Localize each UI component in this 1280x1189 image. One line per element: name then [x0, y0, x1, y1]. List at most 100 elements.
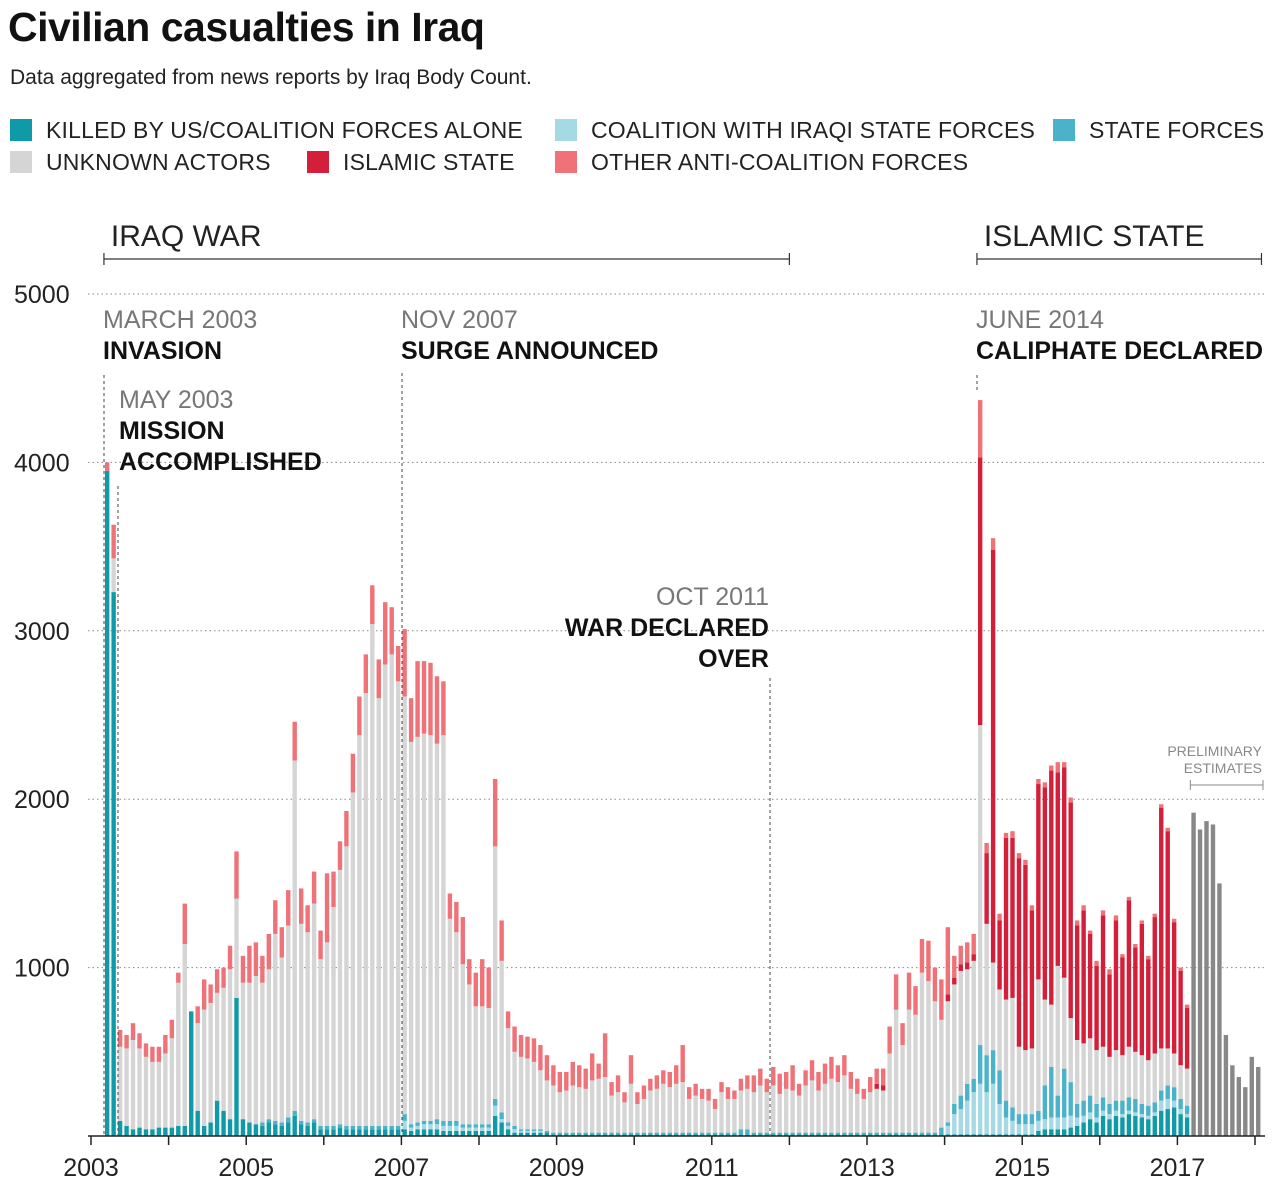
bar-segment-us-coalition — [182, 1125, 187, 1136]
bar-segment-coalition-state — [1049, 1117, 1054, 1130]
bar-stack — [176, 972, 181, 1136]
bar-segment-unknown — [1010, 997, 1015, 1108]
bar-segment-islamic-state — [1159, 807, 1164, 1049]
bar-stack — [408, 698, 414, 1136]
bar-segment-us-coalition — [266, 1122, 272, 1136]
legend-item-state-forces: STATE FORCES — [1053, 116, 1264, 144]
bar-segment-us-coalition — [796, 1134, 802, 1136]
bar-segment-other-anti — [331, 871, 336, 907]
bar-segment-coalition-state — [945, 1125, 951, 1135]
bar-segment-us-coalition — [538, 1132, 543, 1136]
bar-segment-other-anti — [156, 1046, 162, 1062]
period-brackets: IRAQ WAR ISLAMIC STATE — [103, 220, 1263, 265]
bar-segment-state — [1100, 1097, 1106, 1111]
bar-segment-coalition-state — [1016, 1124, 1022, 1135]
bar-segment-state — [997, 1070, 1002, 1104]
bar-segment-other-anti — [699, 1088, 705, 1099]
bar-segment-state — [512, 1125, 517, 1130]
bar-segment-us-coalition — [738, 1134, 744, 1136]
bar-segment-state — [725, 1132, 731, 1135]
bar-segment-state — [531, 1129, 537, 1131]
bar-segment-other-anti — [324, 873, 330, 943]
bar-segment-us-coalition — [990, 1134, 996, 1136]
y-tick-label: 4000 — [14, 449, 70, 477]
annotation-date: OCT 2011 — [656, 583, 769, 611]
bar-segment-state — [551, 1132, 556, 1135]
bar-segment-other-anti — [661, 1070, 666, 1084]
bar-segment-unknown — [822, 1083, 828, 1133]
bar-segment-unknown — [292, 760, 297, 1111]
bar-segment-us-coalition — [344, 1129, 349, 1136]
bar-segment-other-anti — [842, 1055, 847, 1076]
bar-segment-state — [893, 1132, 899, 1135]
bar-stack — [286, 890, 291, 1136]
y-tick-label: 5000 — [14, 281, 70, 309]
bar-segment-coalition-state — [473, 1127, 478, 1131]
bar-segment-state — [816, 1132, 821, 1135]
bar-stack — [318, 930, 323, 1136]
bar-stack — [395, 645, 401, 1136]
bar-segment-us-coalition — [421, 1129, 427, 1136]
bar-segment-unknown — [848, 1088, 854, 1133]
x-tick-label: 2017 — [1150, 1154, 1206, 1182]
bar-segment-islamic-state — [1184, 1008, 1190, 1069]
bar-segment-unknown — [111, 558, 116, 593]
bar-segment-other-anti — [764, 1078, 769, 1093]
bar-segment-islamic-state — [997, 920, 1002, 990]
bar-stack — [260, 955, 265, 1136]
bar-segment-islamic-state — [984, 853, 989, 924]
annotation-date: MARCH 2003 — [103, 306, 257, 334]
bar-segment-islamic-state — [1126, 900, 1132, 1047]
bar-segment-us-coalition — [473, 1130, 478, 1136]
bar-segment-state — [674, 1132, 679, 1135]
bar-stack — [311, 871, 317, 1136]
bar-segment-other-anti — [667, 1072, 672, 1088]
bar-segment-state — [363, 1125, 369, 1130]
bar-segment-us-coalition — [376, 1129, 381, 1136]
bar-segment-other-anti — [751, 1075, 757, 1093]
bar-segment-state — [984, 1055, 989, 1093]
bar-segment-unknown — [835, 1082, 841, 1133]
bar-segment-unknown — [984, 923, 989, 1056]
bar-segment-us-coalition — [176, 1125, 181, 1136]
bar-segment-us-coalition — [1042, 1129, 1048, 1136]
bar-segment-other-anti — [124, 1034, 129, 1049]
bar-segment-other-anti — [337, 841, 343, 870]
bar-stack — [570, 1061, 575, 1136]
bar-segment-other-anti — [143, 1043, 149, 1057]
bar-segment-other-anti — [803, 1070, 808, 1086]
bar-segment-other-anti — [1178, 967, 1183, 971]
bar-segment-coalition-state — [1010, 1120, 1015, 1135]
bar-segment-unknown — [201, 1009, 207, 1126]
bar-segment-other-anti — [376, 659, 381, 699]
bar-stack — [266, 933, 272, 1136]
bar-preliminary — [1249, 1056, 1254, 1136]
bar-segment-unknown — [286, 925, 291, 1118]
bar-segment-unknown — [952, 984, 957, 1104]
bar-segment-us-coalition — [169, 1127, 175, 1136]
bar-segment-state — [952, 1104, 957, 1115]
bar-segment-other-anti — [1049, 765, 1054, 771]
bar-stack — [952, 955, 957, 1136]
bar-segment-other-anti — [480, 959, 485, 1007]
bar-segment-unknown — [939, 1019, 944, 1128]
bar-segment-other-anti — [1100, 910, 1106, 916]
bar-stack — [305, 905, 310, 1136]
bar-segment-other-anti — [932, 967, 938, 1002]
chart-title: Civilian casualties in Iraq — [8, 4, 485, 50]
bar-segment-state — [932, 1132, 938, 1135]
bar-segment-other-anti — [635, 1092, 640, 1105]
bar-segment-unknown — [926, 981, 931, 1133]
bar-segment-other-anti — [505, 1011, 511, 1029]
bar-segment-unknown — [583, 1088, 588, 1133]
bar-segment-unknown — [842, 1075, 847, 1133]
bar-segment-us-coalition — [1003, 1134, 1009, 1136]
bar-segment-state — [1107, 1104, 1112, 1115]
bar-preliminary — [1191, 812, 1196, 1136]
bar-segment-other-anti — [408, 698, 414, 742]
x-tick-label: 2003 — [63, 1154, 119, 1182]
bar-segment-us-coalition — [240, 1119, 246, 1136]
bar-segment-state — [803, 1132, 808, 1135]
bar-segment-us-coalition — [725, 1134, 731, 1136]
bar-preliminary — [1210, 824, 1216, 1136]
